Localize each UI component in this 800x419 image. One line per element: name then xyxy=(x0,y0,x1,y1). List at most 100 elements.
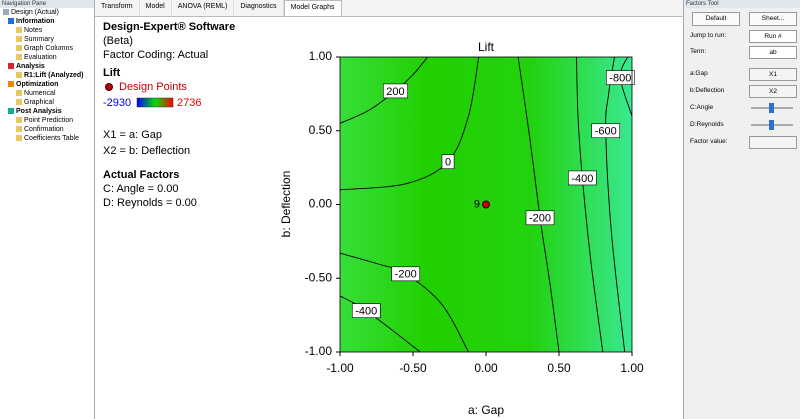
nav-item[interactable]: Summary xyxy=(0,35,94,44)
response-name: Lift xyxy=(103,67,120,79)
tab[interactable]: Diagnostics xyxy=(234,0,284,16)
dropdown[interactable]: ab xyxy=(749,46,797,59)
nav-group[interactable]: Information xyxy=(0,17,94,26)
contour-label: -400 xyxy=(355,306,377,318)
tab[interactable]: ANOVA (REML) xyxy=(172,0,235,16)
dropdown[interactable]: Run # xyxy=(749,30,797,43)
tool-row: Factor value: xyxy=(690,136,797,149)
x-tick-label: 1.00 xyxy=(620,361,644,375)
factor-name: D:Reynolds xyxy=(690,121,724,128)
factor-name: a:Gap xyxy=(690,70,708,77)
nav-item[interactable]: Coefficients Table xyxy=(0,134,94,143)
nav-label[interactable]: Notes xyxy=(24,27,43,34)
pane-title: Navigation Pane xyxy=(0,0,94,8)
contour-label-box xyxy=(591,123,621,139)
tab[interactable]: Transform xyxy=(95,0,140,16)
nav-label[interactable]: Numerical xyxy=(24,90,56,97)
tool-row: Default Sheet... xyxy=(690,12,797,26)
tool-row: Jump to run: Run # xyxy=(690,30,797,43)
coding: Factor Coding: Actual xyxy=(103,49,208,61)
nav-label[interactable]: Point Prediction xyxy=(24,117,74,124)
contour-label-box xyxy=(525,210,555,226)
nav-label[interactable]: Optimization xyxy=(16,81,59,88)
nav-item[interactable]: Numerical xyxy=(0,89,94,98)
button[interactable]: Sheet... xyxy=(749,12,797,26)
chart-title: Lift xyxy=(478,40,495,54)
label: Term: xyxy=(690,48,707,55)
nav-item[interactable]: Notes xyxy=(0,26,94,35)
tool-row: Term: ab xyxy=(690,46,797,59)
tab-bar: Transform Model ANOVA (REML) Diagnostics Mod… xyxy=(95,0,683,17)
nav-item[interactable]: Graphical xyxy=(0,98,94,107)
y-tick-label: 0.00 xyxy=(309,197,333,211)
nav-label[interactable]: Post Analysis xyxy=(16,108,62,115)
contour-label: -200 xyxy=(529,213,551,225)
color-bar xyxy=(136,97,174,108)
y-tick-label: 0.50 xyxy=(309,123,333,137)
actual-factors-title: Actual Factors xyxy=(103,169,179,181)
pane-title: Factors Tool xyxy=(684,0,800,8)
contour-label: 0 xyxy=(445,157,451,169)
slider[interactable] xyxy=(751,103,793,113)
design-point xyxy=(482,200,490,209)
tab[interactable]: Model Graphs xyxy=(283,0,342,16)
actual-factor: C: Angle = 0.00 xyxy=(103,183,179,195)
x-tick-label: -0.50 xyxy=(399,361,427,375)
actual-factor: D: Reynolds = 0.00 xyxy=(103,197,197,209)
slider[interactable] xyxy=(751,120,793,130)
x1-def: X1 = a: Gap xyxy=(103,129,162,141)
x-tick-label: -1.00 xyxy=(326,361,354,375)
y-tick-label: -1.00 xyxy=(305,344,333,358)
nav-item[interactable]: Confirmation xyxy=(0,125,94,134)
tool-row: a:Gap X1 xyxy=(690,68,797,81)
nav-group[interactable]: Post Analysis xyxy=(0,107,94,116)
nav-label[interactable]: Summary xyxy=(24,36,54,43)
nav-label[interactable]: Coefficients Table xyxy=(24,135,79,142)
x2-def: X2 = b: Deflection xyxy=(103,145,190,157)
contour-label: -600 xyxy=(595,126,617,138)
input[interactable] xyxy=(749,136,797,149)
label: Factor value: xyxy=(690,138,728,145)
nav-tree: Design (Actual) Information Notes Summary Gr… xyxy=(0,8,94,143)
contour-label: -800 xyxy=(609,73,631,85)
nav-root[interactable]: Design (Actual) xyxy=(0,8,94,17)
nav-group[interactable]: Optimization xyxy=(0,80,94,89)
x-axis-title: a: Gap xyxy=(468,403,504,417)
nav-item[interactable]: Graph Columns xyxy=(0,44,94,53)
tab[interactable]: Model xyxy=(140,0,172,16)
nav-label[interactable]: Design (Actual) xyxy=(11,9,59,16)
tool-row: b:Deflection X2 xyxy=(690,85,797,98)
nav-label[interactable]: Confirmation xyxy=(24,126,64,133)
nav-item[interactable]: Point Prediction xyxy=(0,116,94,125)
tool-row: C:Angle xyxy=(690,102,797,114)
contour-label: -400 xyxy=(571,173,593,185)
factors-tool: Factors Tool Default Sheet... Jump to run: R… xyxy=(683,0,800,419)
y-tick-label: 1.00 xyxy=(309,49,333,63)
x-tick-label: 0.00 xyxy=(474,361,498,375)
label: Jump to run: xyxy=(690,32,727,39)
nav-item[interactable]: R1:Lift (Analyzed) xyxy=(0,71,94,80)
nav-label[interactable]: Graphical xyxy=(24,99,54,106)
axis-button[interactable]: X2 xyxy=(749,85,797,98)
nav-label[interactable]: Evaluation xyxy=(24,54,57,61)
axis-button[interactable]: X1 xyxy=(749,68,797,81)
button[interactable]: Default xyxy=(692,12,740,26)
nav-label[interactable]: Analysis xyxy=(16,63,45,70)
design-points-label: Design Points xyxy=(119,81,187,93)
contour-label-box xyxy=(383,83,408,99)
nav-label[interactable]: R1:Lift (Analyzed) xyxy=(24,72,84,79)
design-point-icon xyxy=(105,83,113,91)
nav-label[interactable]: Graph Columns xyxy=(24,45,74,52)
color-min: -2930 xyxy=(103,97,131,109)
contour-label-box xyxy=(351,303,381,319)
nav-item[interactable]: Evaluation xyxy=(0,53,94,62)
color-max: 2736 xyxy=(177,97,201,109)
factor-name: b:Deflection xyxy=(690,87,725,94)
contour-label: 200 xyxy=(386,86,404,98)
nav-group[interactable]: Analysis xyxy=(0,62,94,71)
tool-row: D:Reynolds xyxy=(690,119,797,131)
edition: (Beta) xyxy=(103,35,133,47)
y-axis-title: b: Deflection xyxy=(279,171,293,238)
x-tick-label: 0.50 xyxy=(547,361,571,375)
nav-label[interactable]: Information xyxy=(16,18,55,25)
